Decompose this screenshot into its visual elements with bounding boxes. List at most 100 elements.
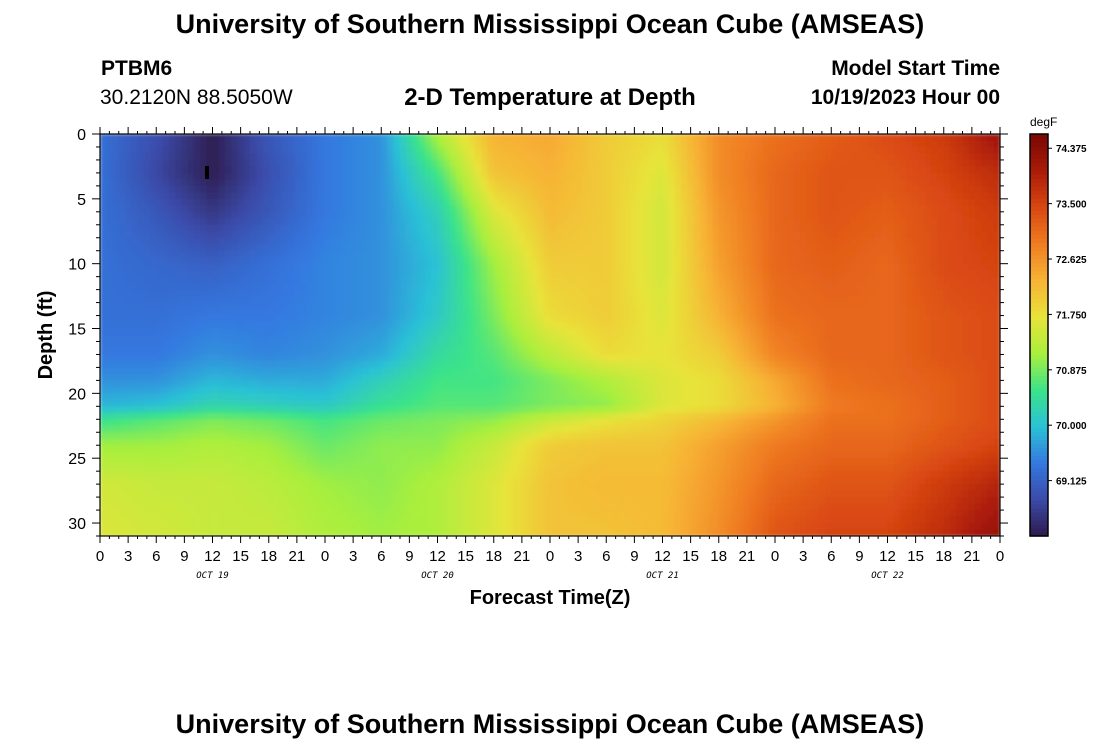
heatmap-cell xyxy=(337,166,345,174)
heatmap-cell xyxy=(606,192,614,200)
heatmap-cell xyxy=(700,231,707,239)
heatmap-cell xyxy=(243,335,251,343)
heatmap-cell xyxy=(937,263,945,271)
heatmap-cell xyxy=(400,289,407,297)
heatmap-cell xyxy=(987,179,995,187)
heatmap-cell xyxy=(343,341,351,349)
heatmap-cell xyxy=(231,354,239,362)
heatmap-cell xyxy=(218,192,226,200)
heatmap-cell xyxy=(593,166,601,174)
heatmap-cell xyxy=(262,354,270,362)
heatmap-cell xyxy=(331,263,339,271)
heatmap-cell xyxy=(943,335,951,343)
heatmap-cell xyxy=(593,179,601,187)
heatmap-cell xyxy=(300,198,307,206)
heatmap-cell xyxy=(606,315,614,323)
heatmap-cell xyxy=(487,309,495,317)
heatmap-cell xyxy=(800,153,807,161)
heatmap-cell xyxy=(743,218,751,226)
heatmap-cell xyxy=(131,198,139,206)
heatmap-cell xyxy=(968,237,976,245)
heatmap-cell xyxy=(168,224,176,232)
heatmap-cell xyxy=(493,322,501,330)
heatmap-cell xyxy=(143,224,151,232)
heatmap-cell xyxy=(737,192,745,200)
heatmap-cell xyxy=(250,341,257,349)
heatmap-cell xyxy=(775,198,782,206)
heatmap-cell xyxy=(568,198,576,206)
heatmap-cell xyxy=(556,270,564,278)
heatmap-cell xyxy=(412,335,420,343)
heatmap-cell xyxy=(981,276,989,284)
heatmap-cell xyxy=(368,302,376,310)
heatmap-cell xyxy=(756,179,764,187)
heatmap-cell xyxy=(450,205,457,213)
heatmap-cell xyxy=(550,276,557,284)
heatmap-cell xyxy=(406,159,414,168)
heatmap-cell xyxy=(250,354,257,362)
heatmap-cell xyxy=(925,205,932,213)
heatmap-cell xyxy=(775,276,782,284)
heatmap-cell xyxy=(437,140,445,148)
heatmap-cell xyxy=(306,224,314,232)
heatmap-cell xyxy=(437,347,445,356)
heatmap-cell xyxy=(193,322,201,330)
heatmap-cell xyxy=(475,172,482,180)
heatmap-cell xyxy=(387,244,395,252)
heatmap-cell xyxy=(131,289,139,297)
heatmap-cell xyxy=(112,341,120,349)
heatmap-cell xyxy=(831,205,839,213)
heatmap-cell xyxy=(837,198,845,206)
heatmap-cell xyxy=(431,211,439,219)
heatmap-cell xyxy=(556,296,564,304)
heatmap-cell xyxy=(718,211,726,219)
heatmap-cell xyxy=(568,250,576,258)
heatmap-cell xyxy=(587,263,595,271)
heatmap-cell xyxy=(956,347,964,356)
heatmap-cell xyxy=(512,328,520,336)
heatmap-cell xyxy=(206,146,214,155)
heatmap-cell xyxy=(606,335,614,343)
heatmap-cell xyxy=(581,289,589,297)
heatmap-cell xyxy=(368,328,376,336)
heatmap-cell xyxy=(481,341,489,349)
heatmap-cell xyxy=(856,237,864,245)
heatmap-cell xyxy=(306,315,314,323)
heatmap-cell xyxy=(987,322,995,330)
heatmap-cell xyxy=(562,309,570,317)
heatmap-cell xyxy=(656,172,664,180)
heatmap-cell xyxy=(756,211,764,219)
heatmap-cell xyxy=(337,211,345,219)
heatmap-cell xyxy=(906,192,914,200)
heatmap-cell xyxy=(418,179,426,187)
heatmap-cell xyxy=(187,276,195,284)
heatmap-cell xyxy=(237,322,245,330)
heatmap-cell xyxy=(743,205,751,213)
heatmap-cell xyxy=(775,172,782,180)
heatmap-cell xyxy=(800,198,807,206)
heatmap-cell xyxy=(881,270,889,278)
heatmap-cell xyxy=(243,192,251,200)
heatmap-cell xyxy=(562,159,570,168)
heatmap-cell xyxy=(106,276,114,284)
heatmap-cell xyxy=(587,283,595,291)
heatmap-cell xyxy=(712,302,720,310)
heatmap-cell xyxy=(293,159,301,168)
heatmap-cell xyxy=(262,289,270,297)
heatmap-cell xyxy=(100,140,107,148)
heatmap-cell xyxy=(950,322,957,330)
heatmap-cell xyxy=(537,205,545,213)
heatmap-cell xyxy=(337,302,345,310)
heatmap-cell xyxy=(800,341,807,349)
heatmap-cell xyxy=(206,322,214,330)
heatmap-cell xyxy=(937,192,945,200)
heatmap-cell xyxy=(412,354,420,362)
heatmap-cell xyxy=(862,134,870,142)
heatmap-cell xyxy=(381,263,389,271)
heatmap-cell xyxy=(362,322,370,330)
heatmap-cell xyxy=(543,185,551,193)
heatmap-cell xyxy=(268,140,276,148)
heatmap-cell xyxy=(912,205,920,213)
heatmap-cell xyxy=(887,250,895,258)
heatmap-cell xyxy=(675,179,682,187)
